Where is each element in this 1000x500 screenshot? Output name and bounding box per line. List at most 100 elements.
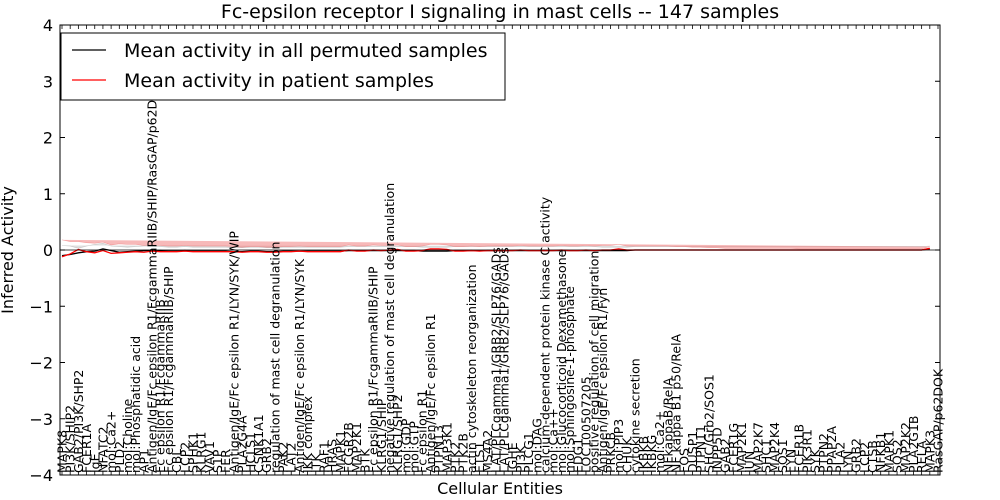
entity-label: PAK2	[276, 442, 291, 473]
entity-label: CSNK1A1	[251, 414, 266, 473]
entity-label: SHC/Grb2/SOS1	[701, 374, 716, 473]
entity-label: AP1	[136, 449, 151, 473]
entity-label: CBL	[169, 449, 184, 473]
entity-label: IKK complex	[300, 396, 315, 473]
entity-label: PTPN13	[431, 425, 446, 473]
entity-label: KLRG1	[194, 432, 209, 474]
entity-label: mol:DAG	[529, 418, 544, 473]
entity-label: regulation of mast cell degranulation	[267, 242, 282, 473]
entity-label: MAPK8	[55, 430, 70, 473]
entity-label: EDG1	[570, 438, 585, 473]
entity-label: mol:Sphingosine-1-phosphate	[562, 286, 577, 473]
entity-label: GAB2	[718, 438, 733, 473]
y-tick-label: −3	[29, 410, 53, 429]
entity-label: LOC100507205	[578, 376, 593, 473]
entity-label: MAP2K4	[767, 422, 782, 473]
entity-label: SYK	[808, 448, 823, 473]
entity-label: Fc epsilon R1/FcgammaRIIB	[153, 299, 168, 473]
entity-label: mol:Choline	[120, 398, 135, 473]
entity-label: RAF1	[316, 441, 331, 473]
entity-label: PLA2G1B	[906, 415, 921, 473]
entity-label: MAP2K2	[898, 422, 913, 473]
entity-label: NFATC2	[95, 426, 110, 473]
legend[interactable]: Mean activity in all permuted samples Me…	[60, 32, 506, 101]
entity-label: PLA2	[832, 442, 847, 473]
entity-labels: MAPK8PI3K/SHIP2GAB2/PI3K/SHP2FCER1AIgENF…	[55, 81, 946, 474]
entity-label: GRB2	[259, 438, 274, 473]
entity-label: SPHK1	[185, 432, 200, 473]
entity-label: FCER1B	[791, 424, 806, 473]
entity-label: IKBKG	[644, 435, 659, 473]
entity-label: INPP5D	[709, 427, 724, 473]
entity-label: Antigen/IgE/Fc epsilon R1/Fyn	[595, 288, 610, 473]
y-tick-label: 0	[43, 241, 53, 260]
entity-label: PTK2B	[456, 433, 471, 473]
entity-label: SOS1	[775, 439, 790, 473]
entity-label: LCP2	[857, 442, 872, 473]
entity-label: FCGR2B	[341, 422, 356, 473]
entity-label: Fc epsilon R1	[415, 390, 430, 473]
confidence-bands	[61, 239, 930, 250]
entity-label: GRB2	[849, 438, 864, 473]
y-tick-label: −1	[29, 297, 53, 316]
entity-label: MAPK1	[881, 430, 896, 473]
entity-label: SOS2	[890, 439, 905, 473]
entity-label: mol:Phosphatidic acid	[128, 336, 143, 473]
entity-label: PTPN2	[816, 433, 831, 473]
x-axis-title: Cellular Entities	[437, 479, 563, 498]
entity-label: RELA	[914, 440, 929, 473]
entity-label: PLD2	[112, 441, 127, 473]
entity-label: HRAS	[325, 439, 340, 473]
entity-label: DUSP1	[685, 431, 700, 473]
entity-label: positive regulation of cell migration	[587, 251, 602, 473]
entity-label: MAPK1	[333, 430, 348, 473]
entity-label: BTK	[357, 448, 372, 473]
y-tick-label: 3	[43, 72, 53, 91]
entity-label: PRKCB	[603, 432, 618, 473]
entity-label: JUN	[742, 451, 757, 474]
entity-label: FYN	[783, 449, 798, 473]
entity-label: Fc epsilon R1/FcgammaRIIB/SHIP	[161, 266, 176, 473]
y-tick-label: −2	[29, 354, 53, 373]
patient-band	[61, 239, 930, 250]
entity-label: PTPN11	[693, 425, 708, 473]
entity-label: NFkappaB/RelA	[660, 377, 675, 473]
entity-label: Antigen/IgE/Fc epsilon R1/FcgammaRIIB/SH…	[145, 81, 160, 473]
entity-label: mol:GDP	[398, 418, 413, 473]
entity-label: LAT/PLCgamma1/GRB2/SLP76/GADs	[497, 247, 512, 473]
entity-label: LYN	[840, 451, 855, 473]
entity-label: MS4A2	[480, 430, 495, 473]
entity-label: LCP2	[177, 442, 192, 473]
entity-label: FCER1G	[726, 423, 741, 473]
entity-label: FOS	[677, 448, 692, 473]
entity-label: mol:Ca2+	[652, 411, 667, 473]
entity-label: mol:GTP	[407, 421, 422, 473]
entity-label: mol:PIP3	[611, 419, 626, 473]
entity-label: ITK	[308, 453, 323, 473]
entity-label: IGHE	[505, 442, 520, 473]
y-tick-label: 4	[43, 16, 53, 35]
entity-label: PI3K/SHIP2	[63, 405, 78, 473]
entity-label: Antigen/IgE/Fc epsilon R1	[423, 313, 438, 473]
entity-label: NFKB1	[873, 432, 888, 473]
entity-label: calcium-dependent protein kinase C activ…	[538, 196, 553, 473]
entity-label: FCER1A	[79, 424, 94, 473]
entity-label: HCLS1	[243, 432, 258, 473]
entity-label: LAT2	[284, 443, 299, 473]
entity-label: LAT/PLCgamma1/GRB2/SLP76/GADs	[488, 247, 503, 473]
entity-label: IgE	[87, 453, 102, 473]
entity-label: Fc epsilon R1/FcgammaRIIB/SHIP	[366, 266, 381, 473]
x-axis-ticks	[61, 25, 939, 475]
entity-label: PIK3R1	[800, 429, 815, 473]
entity-label: MAP2K1	[349, 422, 364, 473]
entity-label: MAPK3	[922, 430, 937, 473]
entity-label: actin cytoskeleton reorganization	[464, 264, 479, 473]
y-tick-label: −4	[29, 466, 53, 485]
entity-label: IKBKB	[636, 436, 651, 473]
entity-label: mol:Glucocorticoid Dexamethasone	[554, 249, 569, 473]
entity-label: NF kappa B1 p50/RelA	[669, 333, 684, 473]
y-axis-title: Inferred Activity	[0, 186, 17, 314]
entity-label: MAP2K7	[750, 422, 765, 473]
entity-label: GAB2/PI3K/SHP2	[71, 370, 86, 473]
